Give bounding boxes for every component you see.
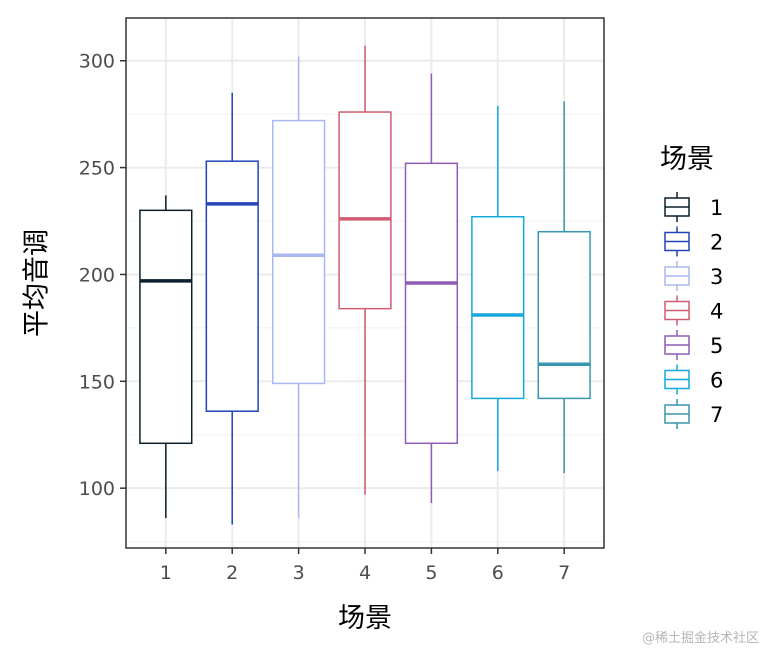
legend-label: 3 xyxy=(710,265,723,289)
x-tick-label: 7 xyxy=(558,562,570,584)
legend-item-2: 2 xyxy=(664,226,723,257)
legend-label: 4 xyxy=(710,300,723,324)
legend-item-7: 7 xyxy=(664,399,723,429)
y-tick-label: 150 xyxy=(79,371,115,393)
x-tick-label: 1 xyxy=(160,562,172,584)
x-tick-label: 6 xyxy=(492,562,504,584)
box-iqr xyxy=(537,230,591,400)
box-plot-series xyxy=(139,45,591,525)
y-tick-label: 250 xyxy=(79,158,115,180)
x-tick-label: 3 xyxy=(293,562,305,584)
legend-label: 6 xyxy=(710,369,723,393)
y-tick-label: 200 xyxy=(79,264,115,286)
x-tick-label: 4 xyxy=(359,562,371,584)
legend: 场景 1 2 3 4 5 6 7 xyxy=(660,144,723,429)
box-iqr xyxy=(404,162,459,445)
box-group-7 xyxy=(537,101,591,474)
legend-item-4: 4 xyxy=(664,295,723,326)
box-iqr xyxy=(139,209,193,445)
legend-label: 2 xyxy=(710,231,723,255)
legend-item-3: 3 xyxy=(664,261,723,291)
x-tick-label: 5 xyxy=(425,562,437,584)
axes: 100 150 200 250 300 1 2 3 4 5 6 7 xyxy=(79,51,570,584)
legend-label: 5 xyxy=(710,334,723,358)
box-group-6 xyxy=(471,105,525,472)
legend-label: 7 xyxy=(710,403,723,427)
box-iqr xyxy=(338,111,392,310)
box-group-4 xyxy=(338,45,392,495)
box-iqr xyxy=(205,160,259,412)
box-group-3 xyxy=(271,56,326,519)
legend-title: 场景 xyxy=(660,144,714,175)
x-tick-label: 2 xyxy=(226,562,238,584)
y-tick-label: 100 xyxy=(79,478,115,500)
y-axis-title: 平均音调 xyxy=(22,229,53,337)
legend-label: 1 xyxy=(710,196,723,220)
legend-item-1: 1 xyxy=(664,192,723,222)
box-group-2 xyxy=(205,92,259,525)
box-iqr xyxy=(471,216,525,400)
box-group-5 xyxy=(404,73,459,504)
watermark-text: @稀土掘金技术社区 xyxy=(641,631,759,646)
legend-item-5: 5 xyxy=(664,330,723,360)
y-tick-label: 300 xyxy=(79,51,115,73)
legend-item-6: 6 xyxy=(664,364,723,395)
x-axis-title: 场景 xyxy=(338,603,392,634)
box-group-1 xyxy=(139,195,193,519)
box-iqr xyxy=(271,119,326,385)
